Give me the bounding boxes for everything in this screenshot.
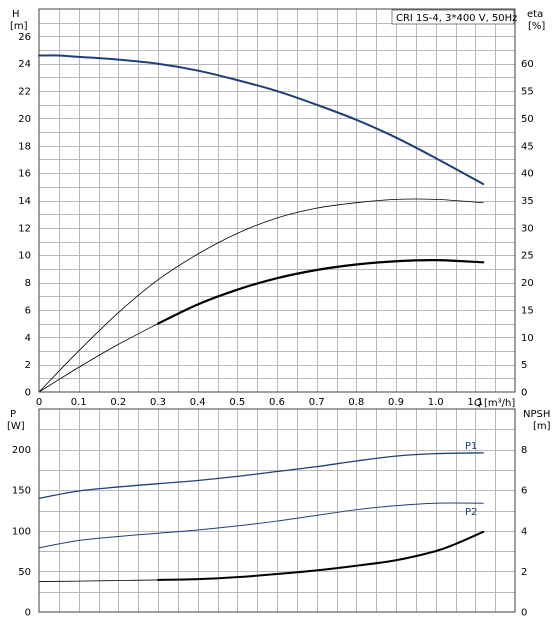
top-series	[38, 54, 485, 393]
eta-axis-label: eta	[527, 9, 543, 20]
eta-tick-label: 15	[521, 305, 534, 316]
eta-tick-label: 50	[521, 114, 534, 125]
eta-tick-label: 30	[521, 223, 534, 234]
head-tick-label: 24	[18, 59, 31, 70]
flow-tick-label: 0.1	[71, 397, 87, 408]
npsh-tick-label: 2	[521, 567, 527, 578]
power-tick-label: 50	[18, 567, 31, 578]
bottom-plot-frame	[38, 408, 516, 613]
bottom-series	[38, 452, 485, 582]
head-tick-label: 6	[25, 305, 31, 316]
flow-tick-label: 0	[36, 397, 42, 408]
power-tick-label: 0	[25, 608, 31, 619]
flow-tick-label: 0.8	[348, 397, 364, 408]
bottom-series-line-2	[38, 579, 159, 582]
head-tick-label: 16	[18, 169, 31, 180]
tick-labels: 0246810121416182022242605101520253035404…	[12, 32, 534, 619]
npsh-tick-label: 6	[521, 486, 527, 497]
head-axis-label: H	[12, 9, 20, 20]
series-label-p1: P1	[465, 441, 477, 452]
info-box	[391, 9, 515, 25]
eta-axis-unit: [%]	[528, 21, 545, 32]
flow-tick-label: 0.6	[269, 397, 285, 408]
power-axis-unit: [W]	[7, 421, 25, 432]
flow-tick-label: 0.2	[110, 397, 126, 408]
eta-tick-label: 25	[521, 251, 534, 262]
power-tick-label: 150	[12, 486, 31, 497]
head-tick-label: 14	[18, 196, 31, 207]
power-axis-label: P	[10, 409, 16, 420]
flow-tick-label: 0.9	[388, 397, 404, 408]
bottom-series-line-p2	[38, 502, 484, 549]
eta-tick-label: 60	[521, 59, 534, 70]
head-tick-label: 4	[25, 333, 31, 344]
top-series-line-3	[156, 259, 485, 325]
power-tick-label: 100	[12, 526, 31, 537]
flow-tick-label: 0.4	[190, 397, 206, 408]
eta-tick-label: 40	[521, 169, 534, 180]
head-tick-label: 18	[18, 141, 31, 152]
eta-tick-label: 10	[521, 333, 534, 344]
eta-tick-label: 35	[521, 196, 534, 207]
head-tick-label: 10	[18, 251, 31, 262]
head-tick-label: 8	[25, 278, 31, 289]
flow-tick-label: 1.0	[428, 397, 444, 408]
bottom-series-line-p1	[38, 452, 484, 499]
top-grid	[39, 9, 515, 392]
npsh-axis-label: NPSH	[523, 409, 550, 420]
head-tick-label: 12	[18, 223, 31, 234]
flow-tick-label: 0.7	[309, 397, 325, 408]
head-tick-label: 22	[18, 87, 31, 98]
bottom-series-line-3	[157, 530, 485, 581]
eta-tick-label: 5	[521, 360, 527, 371]
top-plot-frame	[38, 8, 516, 393]
series-label-p2: P2	[465, 507, 477, 518]
bottom-grid	[39, 409, 515, 612]
npsh-axis-unit: [m]	[533, 421, 551, 432]
head-tick-label: 2	[25, 360, 31, 371]
power-tick-label: 200	[12, 445, 31, 456]
info-box-text: CRI 1S-4, 3*400 V, 50Hz	[396, 13, 517, 24]
flow-axis-label: Q	[474, 398, 482, 409]
head-tick-label: 20	[18, 114, 31, 125]
eta-tick-label: 0	[521, 388, 527, 399]
head-axis-unit: [m]	[10, 21, 28, 32]
flow-axis-unit: [m³/h]	[484, 398, 515, 409]
top-series-line-1	[38, 198, 484, 393]
flow-tick-label: 1.1	[467, 397, 483, 408]
npsh-tick-label: 0	[521, 608, 527, 619]
npsh-tick-label: 4	[521, 526, 527, 537]
eta-tick-label: 45	[521, 141, 534, 152]
npsh-tick-label: 8	[521, 445, 527, 456]
top-series-line-0	[38, 54, 485, 186]
head-tick-label: 26	[18, 32, 31, 43]
top-series-line-2	[38, 323, 159, 393]
head-tick-label: 0	[25, 388, 31, 399]
flow-tick-label: 0.3	[150, 397, 166, 408]
eta-tick-label: 20	[521, 278, 534, 289]
eta-tick-label: 55	[521, 87, 534, 98]
flow-tick-label: 0.5	[229, 397, 245, 408]
